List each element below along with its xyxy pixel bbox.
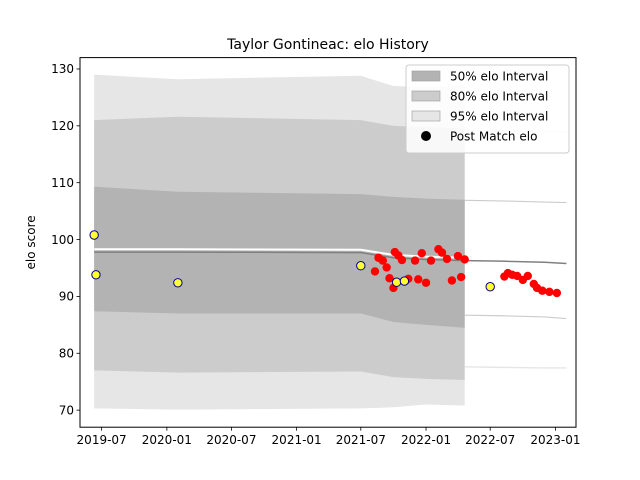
highlight-point [399, 276, 410, 286]
x-tick-label: 2019-07 [77, 433, 127, 447]
legend-label: 50% elo Interval [450, 69, 548, 83]
match-point [410, 256, 420, 265]
x-tick-label: 2023-01 [530, 433, 580, 447]
y-tick-label: 120 [51, 119, 74, 133]
match-point [370, 267, 380, 276]
match-point [385, 274, 394, 283]
match-point [460, 255, 469, 264]
match-point [397, 255, 407, 265]
match-point [414, 275, 423, 284]
x-tick-label: 2021-07 [336, 433, 386, 447]
match-point [421, 278, 431, 287]
legend-label: 80% elo Interval [450, 89, 548, 103]
legend-swatch [411, 90, 441, 102]
match-point [538, 286, 547, 295]
x-tick-label: 2020-01 [142, 433, 192, 447]
match-point [442, 254, 452, 264]
match-point [447, 276, 457, 285]
band-50-future-low-edge [464, 314, 567, 320]
match-point [437, 248, 447, 257]
legend-swatch [411, 70, 441, 82]
chart-title: Taylor Gontineac: elo History [226, 37, 429, 53]
x-tick-label: 2022-07 [465, 433, 515, 447]
y-tick-label: 130 [51, 62, 74, 76]
highlight-point [91, 270, 101, 280]
band-50-future-high-edge [464, 199, 567, 204]
highlight-point [89, 230, 99, 240]
match-point [545, 287, 554, 297]
band-95-future-low-edge [464, 366, 567, 369]
match-point [426, 256, 436, 265]
legend-marker [421, 131, 431, 141]
match-point [453, 251, 463, 261]
y-axis: 70 80 90 100 110 120 130 [51, 62, 80, 417]
y-tick-label: 100 [51, 233, 74, 247]
band-50-main [94, 186, 465, 328]
match-point [417, 249, 426, 258]
plot-area [89, 74, 567, 410]
y-axis-title: elo score [24, 215, 38, 269]
x-axis: 2019-07 2020-01 2020-07 2021-01 2021-07 2022-… [77, 427, 581, 447]
legend: 50% elo Interval 80% elo Interval 95% elo … [405, 64, 570, 154]
match-point [456, 272, 466, 282]
highlight-point [356, 261, 366, 271]
legend-box [405, 64, 570, 154]
y-tick-label: 70 [59, 403, 74, 417]
x-tick-label: 2020-07 [206, 433, 256, 447]
y-tick-label: 110 [51, 176, 74, 190]
match-point [523, 271, 532, 281]
y-tick-label: 80 [59, 346, 74, 360]
legend-label: 95% elo Interval [450, 109, 548, 123]
x-tick-label: 2021-01 [272, 433, 322, 447]
match-point [552, 288, 562, 298]
match-point [382, 263, 391, 272]
plot-frame [79, 57, 577, 428]
legend-swatch [411, 110, 441, 122]
highlight-point [173, 278, 183, 288]
x-tick-label: 2022-01 [401, 433, 451, 447]
y-tick-label: 90 [59, 290, 74, 304]
legend-label: Post Match elo [450, 129, 537, 143]
highlight-point [485, 282, 495, 292]
mean-line-future [464, 259, 567, 265]
match-point [378, 256, 387, 265]
highlight-point [391, 277, 402, 287]
